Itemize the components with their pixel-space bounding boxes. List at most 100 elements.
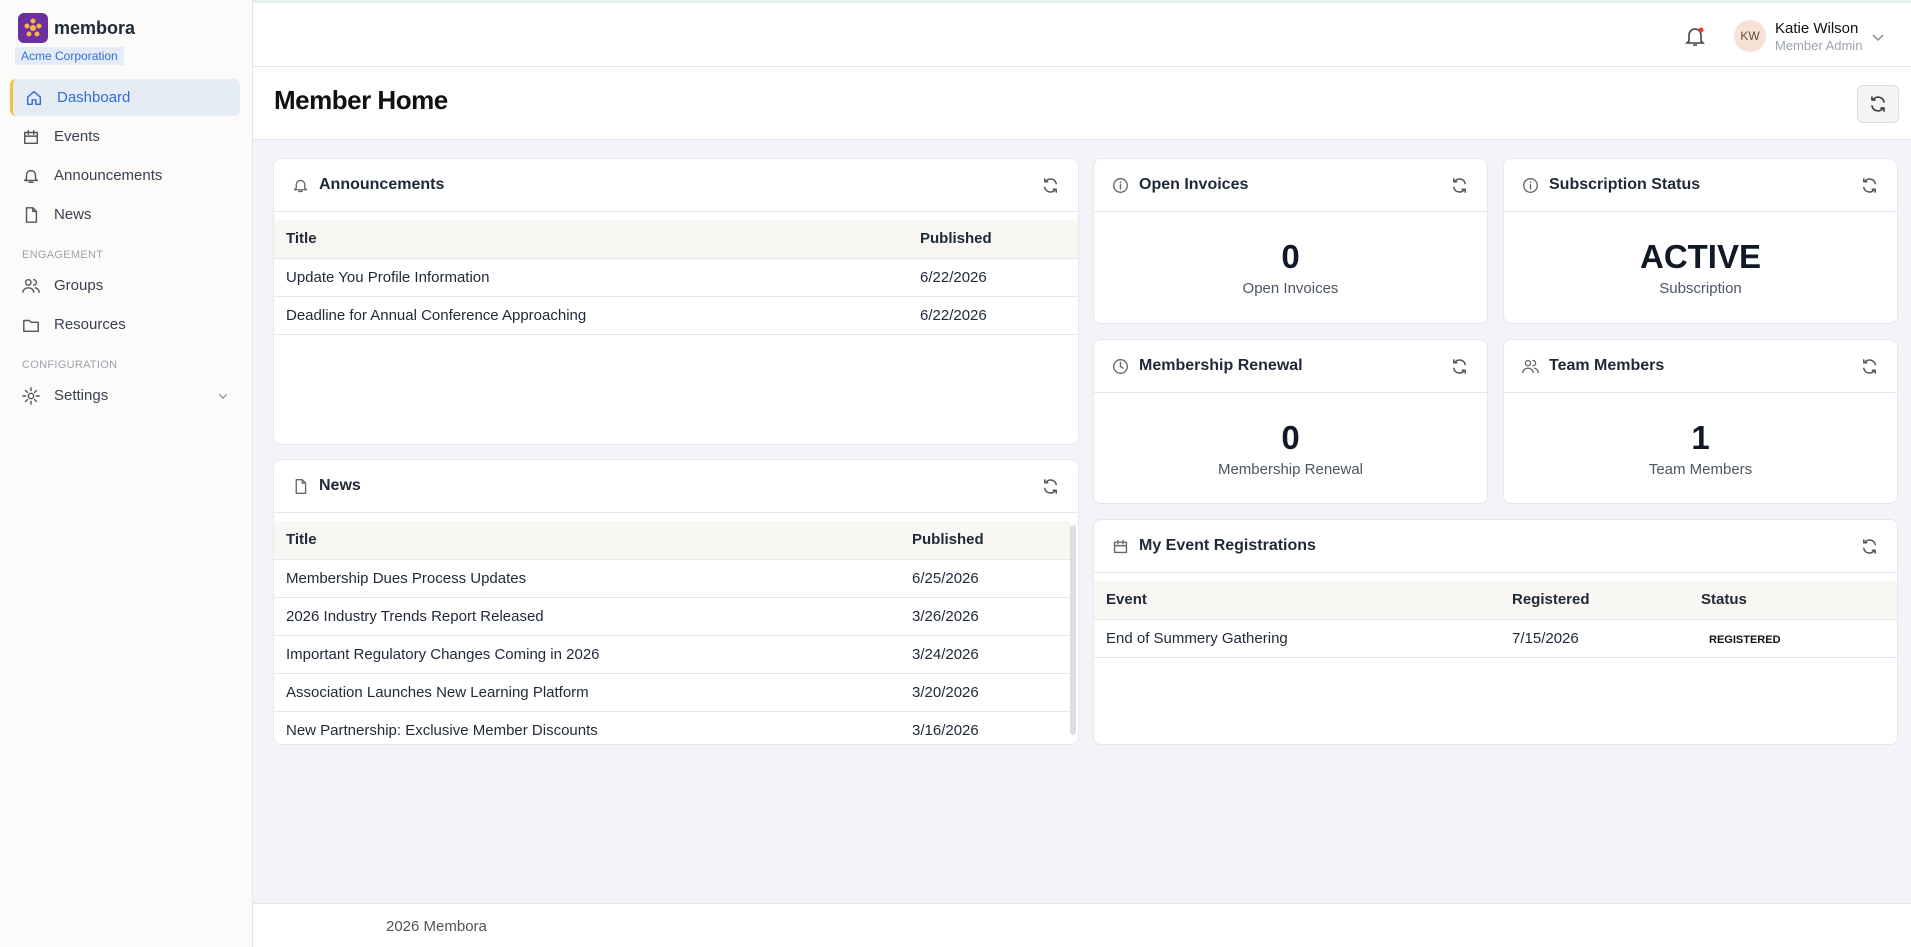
icon[interactable]	[1450, 176, 1469, 195]
icon	[23, 169, 39, 183]
icon	[295, 478, 307, 494]
user-menu[interactable]	[1871, 33, 1885, 43]
card-title: Membership Renewal	[1139, 357, 1303, 374]
card-title: My Event Registrations	[1139, 537, 1316, 554]
stat-value: 0	[1281, 238, 1300, 275]
brand-name: membora	[54, 17, 136, 38]
table: Event Registered Status End of Summery Gath…	[1094, 581, 1897, 658]
cell: 6/25/2026	[900, 559, 1070, 598]
icon	[218, 393, 228, 399]
icon	[1113, 177, 1128, 193]
card-header: My Event Registrations	[1094, 520, 1897, 573]
avatar[interactable]: KW	[1734, 20, 1766, 52]
cell: Update You Profile Information	[274, 258, 908, 297]
icon[interactable]	[1041, 176, 1060, 195]
icon[interactable]	[1041, 477, 1060, 496]
footer-text: 2026 Membora	[386, 918, 487, 935]
card: Open Invoices 0 Open Invoices	[1093, 158, 1488, 324]
user-name: Katie Wilson	[1775, 20, 1859, 37]
icon	[1522, 359, 1539, 373]
cell: REGISTERED	[1689, 619, 1897, 658]
notifications[interactable]	[1685, 26, 1705, 48]
logo	[18, 13, 48, 43]
cell: End of Summery Gathering	[1094, 619, 1500, 658]
cell: 6/22/2026	[908, 296, 1078, 335]
row[interactable]: 2026 Industry Trends Report Released 3/26…	[274, 597, 1070, 636]
nav-label: News	[54, 206, 92, 223]
nav-item[interactable]: News	[10, 196, 240, 233]
table: Title Published Membership Dues Process Up…	[274, 521, 1070, 744]
icon	[23, 319, 39, 332]
nav-item[interactable]: Resources	[10, 306, 240, 343]
nav-item[interactable]: Announcements	[10, 157, 240, 194]
card-title: Team Members	[1549, 357, 1665, 374]
card-header: Membership Renewal	[1094, 340, 1487, 393]
card-header: Announcements	[274, 159, 1078, 212]
nav: Dashboard Events Announcements News ENGAGEME…	[0, 79, 252, 414]
column-header: Event	[1094, 581, 1500, 620]
stat-value: 1	[1691, 419, 1710, 456]
icon	[26, 90, 42, 105]
page-title: Member Home	[274, 85, 448, 115]
cell: 6/22/2026	[908, 258, 1078, 297]
scrollbar	[1070, 525, 1076, 735]
row[interactable]: New Partnership: Exclusive Member Discou…	[274, 711, 1070, 744]
column-header: Registered	[1500, 581, 1689, 620]
row[interactable]: Association Launches New Learning Platfo…	[274, 673, 1070, 712]
nav-item[interactable]: Groups	[10, 267, 240, 304]
card-title: Announcements	[319, 176, 445, 193]
row[interactable]: Deadline for Annual Conference Approachi…	[274, 296, 1078, 335]
stat-label: Subscription	[1659, 280, 1742, 297]
row[interactable]: Important Regulatory Changes Coming in 2…	[274, 635, 1070, 674]
top-bar: KW Katie Wilson Member Admin	[253, 0, 1911, 67]
icon	[1523, 177, 1538, 193]
icon	[22, 278, 40, 293]
org-name: Acme Corporation	[15, 47, 124, 65]
table: Title Published Update You Profile Informa…	[274, 220, 1078, 335]
card: News Title Published Membership Dues Proces…	[273, 459, 1079, 745]
card: Membership Renewal 0 Membership Renewal	[1093, 339, 1488, 504]
nav-item[interactable]: Events	[10, 118, 240, 155]
icon[interactable]	[1450, 357, 1469, 376]
icon[interactable]	[1860, 537, 1879, 556]
icon	[1113, 539, 1128, 553]
stat-value: ACTIVE	[1639, 238, 1761, 275]
icon	[22, 386, 40, 405]
stat-label: Team Members	[1648, 461, 1753, 478]
column-header: Published	[900, 521, 1070, 560]
card: Announcements Title Published Update You Pr…	[273, 158, 1079, 445]
card-title: Subscription Status	[1549, 176, 1701, 193]
title-bar: Member Home	[253, 67, 1911, 140]
brand: membora	[0, 0, 252, 43]
icon	[1871, 96, 1885, 112]
cell: New Partnership: Exclusive Member Discou…	[274, 711, 900, 744]
nav-label: Announcements	[54, 167, 163, 184]
nav-item[interactable]: Settings	[10, 377, 240, 414]
row[interactable]: Update You Profile Information 6/22/2026	[274, 258, 1078, 297]
card-title: Open Invoices	[1139, 176, 1249, 193]
card-title: News	[319, 477, 361, 494]
icon[interactable]	[1860, 357, 1879, 376]
row[interactable]: Membership Dues Process Updates 6/25/2026	[274, 559, 1070, 598]
column-header: Title	[274, 220, 908, 259]
nav-section: ENGAGEMENT	[22, 249, 104, 261]
icon	[293, 179, 308, 192]
row[interactable]: End of Summery Gathering 7/15/2026 REGISTE…	[1094, 619, 1897, 658]
nav-label: Events	[54, 128, 100, 145]
stat-label: Membership Renewal	[1217, 461, 1364, 478]
stat-label: Open Invoices	[1242, 280, 1339, 297]
cell: Deadline for Annual Conference Approachi…	[274, 296, 908, 335]
card-header: Subscription Status	[1504, 159, 1897, 212]
icon[interactable]	[1860, 176, 1879, 195]
cell: 3/26/2026	[900, 597, 1070, 636]
icon	[25, 206, 38, 223]
column-header: Status	[1689, 581, 1897, 620]
nav-item[interactable]: Dashboard	[10, 79, 240, 116]
header-row: Event Registered Status	[1094, 581, 1897, 620]
card-header: News	[274, 460, 1078, 513]
refresh-all[interactable]	[1857, 85, 1899, 123]
column-header: Published	[908, 220, 1078, 259]
cell: Important Regulatory Changes Coming in 2…	[274, 635, 900, 674]
user-role: Member Admin	[1775, 38, 1863, 53]
